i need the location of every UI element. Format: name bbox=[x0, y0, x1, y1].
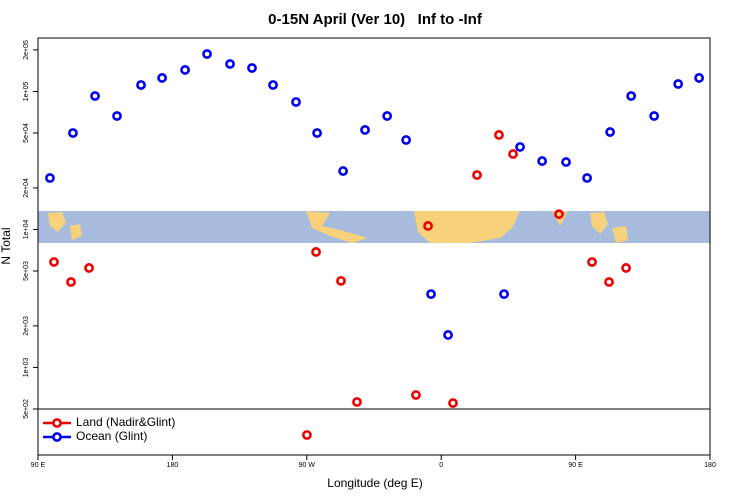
x-tick-label: 0 bbox=[439, 462, 443, 469]
point bbox=[508, 149, 518, 159]
x-tick-label: 180 bbox=[167, 462, 179, 469]
point bbox=[448, 398, 458, 408]
x-tick-label: 90 W bbox=[299, 462, 316, 469]
point bbox=[247, 63, 257, 73]
point bbox=[604, 277, 614, 287]
y-axis-label: N Total bbox=[0, 227, 13, 264]
point bbox=[443, 330, 453, 340]
point bbox=[587, 257, 597, 267]
point bbox=[68, 128, 78, 138]
point bbox=[157, 73, 167, 83]
point bbox=[338, 166, 348, 176]
point bbox=[225, 59, 235, 69]
point bbox=[180, 65, 190, 75]
x-axis-label: Longitude (deg E) bbox=[327, 476, 422, 490]
point bbox=[401, 135, 412, 145]
x-tick-label: 90 E bbox=[568, 462, 583, 469]
point bbox=[411, 390, 421, 400]
point bbox=[136, 80, 146, 90]
point bbox=[311, 247, 321, 257]
point bbox=[694, 73, 704, 83]
point bbox=[112, 111, 122, 121]
point bbox=[291, 97, 301, 107]
point bbox=[302, 430, 312, 440]
point bbox=[382, 111, 393, 121]
point bbox=[605, 127, 615, 137]
point bbox=[352, 397, 362, 407]
plot-frame bbox=[37, 37, 711, 456]
point bbox=[537, 156, 548, 166]
y-tick-label: 2e+04 bbox=[23, 178, 30, 198]
point bbox=[582, 173, 592, 183]
point bbox=[554, 209, 564, 220]
point bbox=[202, 49, 212, 59]
y-tick-label: 1e+04 bbox=[23, 220, 30, 240]
point bbox=[66, 277, 76, 287]
legend-marker bbox=[52, 418, 62, 428]
y-tick-label: 2e+05 bbox=[23, 40, 30, 60]
point bbox=[673, 79, 684, 89]
point bbox=[626, 91, 637, 101]
legend-label: Ocean (Glint) bbox=[76, 429, 147, 443]
legend-marker bbox=[52, 432, 62, 442]
point bbox=[499, 289, 509, 300]
point bbox=[90, 91, 100, 101]
point bbox=[360, 125, 370, 135]
y-tick-label: 5e+02 bbox=[23, 399, 30, 419]
point bbox=[84, 263, 94, 273]
x-tick-label: 180 bbox=[704, 462, 716, 469]
point bbox=[426, 289, 436, 300]
point bbox=[423, 221, 433, 231]
y-tick-label: 1e+03 bbox=[23, 358, 30, 378]
point bbox=[268, 80, 278, 90]
point bbox=[621, 263, 631, 273]
point bbox=[45, 173, 55, 183]
map-band bbox=[38, 211, 710, 243]
y-tick-label: 2e+03 bbox=[23, 316, 30, 336]
point bbox=[649, 111, 660, 121]
chart-title: 0-15N April (Ver 10) Inf to -Inf bbox=[268, 11, 483, 28]
point bbox=[561, 157, 571, 167]
point bbox=[515, 142, 525, 152]
point bbox=[312, 128, 323, 138]
point bbox=[49, 257, 59, 267]
point bbox=[494, 130, 504, 140]
y-tick-label: 5e+04 bbox=[23, 123, 30, 143]
legend-label: Land (Nadir&Glint) bbox=[76, 415, 175, 429]
x-tick-label: 90 E bbox=[31, 462, 46, 469]
point bbox=[472, 170, 482, 180]
y-tick-label: 1e+05 bbox=[23, 82, 30, 102]
y-tick-label: 5e+03 bbox=[23, 261, 30, 281]
point bbox=[336, 275, 346, 286]
